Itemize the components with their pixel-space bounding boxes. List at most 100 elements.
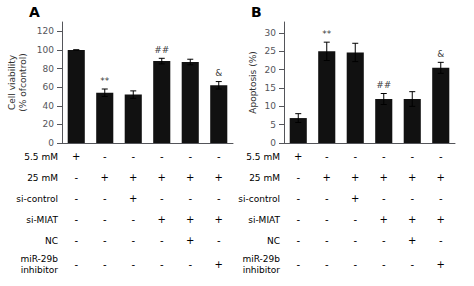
svg-text:-: - [382,193,386,204]
svg-text:-: - [74,259,78,270]
svg-text:-: - [439,151,443,162]
svg-text:-: - [74,193,78,204]
svg-text:+: + [186,235,194,246]
svg-text:-: - [325,259,329,270]
svg-text:si-MIAT: si-MIAT [26,215,58,225]
svg-text:+: + [437,214,445,225]
svg-text:+: + [380,172,388,183]
svg-text:60: 60 [43,82,55,92]
svg-text:+: + [294,151,302,162]
svg-text:miR-29b: miR-29b [20,254,58,264]
svg-text:+: + [215,172,223,183]
svg-text:-: - [353,151,357,162]
svg-text:-: - [217,235,221,246]
svg-text:-: - [103,259,107,270]
svg-text:15: 15 [265,83,276,93]
svg-text:-: - [131,151,135,162]
svg-text:+: + [408,214,416,225]
svg-text:+: + [380,214,388,225]
svg-text:-: - [410,151,414,162]
svg-text:20: 20 [43,119,55,129]
svg-text:-: - [188,259,192,270]
svg-text:-: - [217,193,221,204]
svg-text:-: - [188,193,192,204]
svg-text:-: - [74,214,78,225]
svg-text:5: 5 [270,120,276,130]
svg-text:&: & [215,68,222,78]
svg-text:Apoptosis (%): Apoptosis (%) [248,51,258,113]
svg-text:inhibitor: inhibitor [243,265,281,275]
svg-text:Cell viability: Cell viability [7,54,17,110]
svg-text:-: - [74,172,78,183]
svg-text:25 mM: 25 mM [27,173,58,183]
svg-text:-: - [353,214,357,225]
svg-text:+: + [215,259,223,270]
svg-text:-: - [325,235,329,246]
svg-text:-: - [325,151,329,162]
svg-text:-: - [103,193,107,204]
svg-text:-: - [296,172,300,183]
svg-text:+: + [408,172,416,183]
svg-text:-: - [296,214,300,225]
svg-text:-: - [382,259,386,270]
svg-text:-: - [103,151,107,162]
svg-text:(% ofcontrol): (% ofcontrol) [18,53,28,111]
svg-text:25: 25 [265,46,276,56]
svg-text:A: A [29,4,40,20]
svg-text:**: ** [322,29,332,39]
svg-text:+: + [72,151,80,162]
svg-text:-: - [439,235,443,246]
svg-text:-: - [382,235,386,246]
svg-text:**: ** [100,76,110,86]
svg-text:-: - [160,193,164,204]
svg-text:25 mM: 25 mM [249,173,280,183]
svg-text:si-control: si-control [238,194,280,204]
svg-text:80: 80 [43,64,55,74]
svg-text:40: 40 [43,101,55,111]
svg-text:+: + [129,172,137,183]
svg-text:-: - [217,151,221,162]
svg-text:##: ## [376,80,391,90]
svg-text:+: + [351,193,359,204]
svg-text:&: & [437,49,444,59]
svg-text:+: + [186,172,194,183]
svg-text:-: - [296,235,300,246]
svg-text:-: - [325,193,329,204]
svg-text:-: - [188,151,192,162]
svg-text:-: - [353,235,357,246]
svg-text:+: + [323,172,331,183]
svg-text:120: 120 [37,26,54,36]
svg-text:-: - [296,259,300,270]
svg-text:5.5 mM: 5.5 mM [24,152,58,162]
svg-text:-: - [439,193,443,204]
svg-text:-: - [160,259,164,270]
svg-text:+: + [129,193,137,204]
svg-text:-: - [74,235,78,246]
svg-text:+: + [215,214,223,225]
svg-text:-: - [410,193,414,204]
svg-text:10: 10 [265,101,277,111]
svg-text:##: ## [154,45,169,55]
svg-text:+: + [437,172,445,183]
svg-text:+: + [158,172,166,183]
svg-text:-: - [103,214,107,225]
svg-text:NC: NC [267,236,280,246]
svg-text:0: 0 [48,138,54,148]
svg-text:-: - [160,235,164,246]
svg-text:-: - [131,235,135,246]
svg-text:+: + [101,172,109,183]
svg-text:NC: NC [45,236,58,246]
svg-text:+: + [437,259,445,270]
svg-text:+: + [186,214,194,225]
svg-text:inhibitor: inhibitor [21,265,59,275]
svg-text:-: - [131,259,135,270]
svg-text:20: 20 [265,65,277,75]
svg-text:-: - [131,214,135,225]
svg-text:si-MIAT: si-MIAT [248,215,280,225]
svg-text:-: - [382,151,386,162]
svg-text:-: - [353,259,357,270]
svg-text:+: + [351,172,359,183]
svg-text:0: 0 [270,138,276,148]
svg-text:-: - [103,235,107,246]
svg-text:100: 100 [37,45,54,55]
